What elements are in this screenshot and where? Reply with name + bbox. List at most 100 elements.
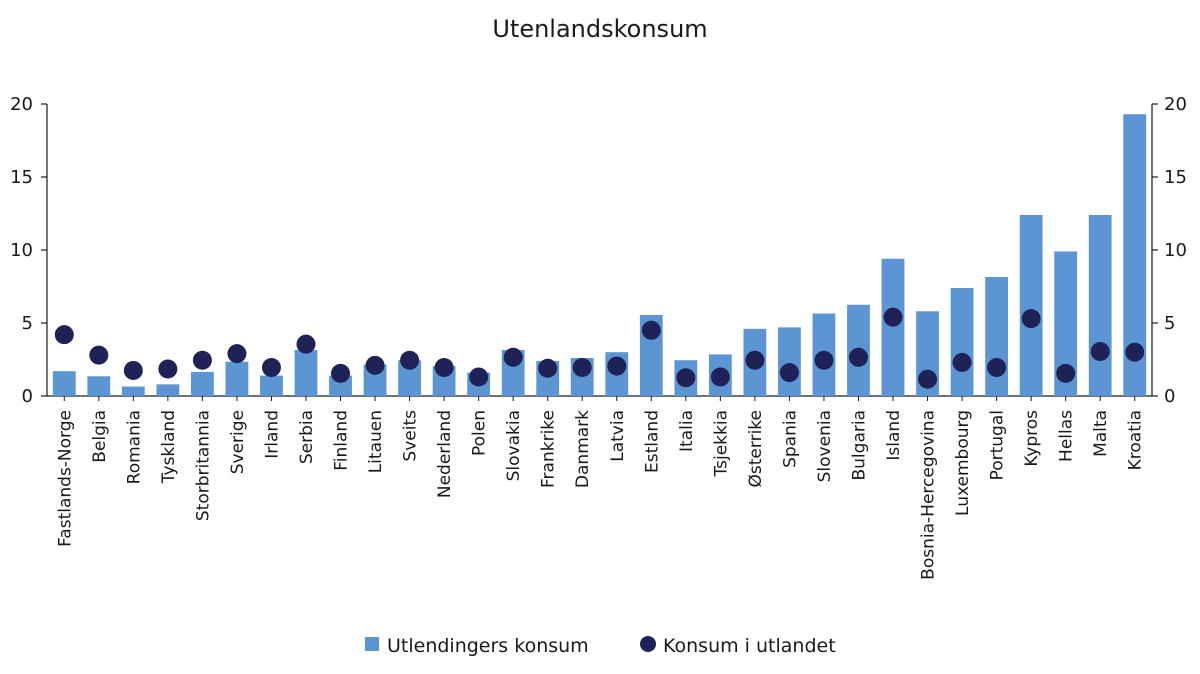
x-tick-label: Østerrike — [746, 410, 766, 487]
bar — [985, 277, 1009, 396]
dot — [296, 334, 316, 354]
y-tick-right-label: 15 — [1164, 167, 1187, 188]
dot — [952, 352, 972, 372]
x-tick-label: Latvia — [608, 410, 628, 462]
legend-label-dots: Konsum i utlandet — [663, 635, 836, 657]
x-tick-label: Tyskland — [159, 410, 179, 484]
bar — [1088, 214, 1112, 396]
x-tick-label: Serbia — [297, 410, 317, 464]
y-axis-left-ticks: 0 5 10 15 20 — [10, 94, 47, 407]
y-axis-right-ticks: 0 5 10 15 20 — [1152, 94, 1187, 407]
x-tick-label: Sverige — [228, 410, 248, 474]
y-tick-right-label: 10 — [1164, 240, 1187, 261]
dot — [572, 358, 592, 378]
dot — [1021, 309, 1041, 329]
dot — [123, 360, 143, 380]
dot — [261, 358, 281, 378]
dot — [434, 358, 454, 378]
dot — [710, 367, 730, 387]
x-tick-label: Finland — [332, 410, 352, 471]
x-tick-label: Sveits — [401, 410, 421, 462]
y-tick-left-label: 0 — [22, 386, 33, 407]
dot — [400, 350, 420, 370]
dot — [54, 325, 74, 345]
x-tick-label: Nederland — [435, 410, 455, 498]
legend-swatch-dots — [640, 636, 656, 652]
bar — [778, 327, 801, 396]
x-tick-label: Belgia — [90, 410, 110, 463]
bar — [190, 371, 214, 396]
x-tick-label: Polen — [470, 410, 490, 456]
x-tick-label: Slovakia — [504, 410, 524, 481]
x-tick-label: Island — [884, 410, 904, 461]
dot — [848, 347, 868, 367]
y-tick-right-label: 0 — [1164, 386, 1175, 407]
legend: Utlendingers konsum Konsum i utlandet — [365, 635, 836, 657]
bar — [121, 386, 145, 396]
dot — [469, 367, 489, 387]
bar — [156, 384, 180, 396]
x-tick-label: Spania — [780, 410, 800, 468]
dot — [814, 350, 834, 370]
dot — [89, 345, 109, 365]
dots-series — [54, 307, 1145, 389]
dot — [676, 368, 696, 388]
x-tick-label: Irland — [262, 410, 282, 459]
bar — [881, 258, 905, 396]
dot — [1125, 342, 1145, 362]
legend-swatch-bars — [365, 637, 379, 651]
bar — [225, 361, 249, 396]
legend-label-bars: Utlendingers konsum — [387, 635, 589, 657]
x-tick-label: Portugal — [988, 410, 1008, 480]
dot — [641, 320, 661, 340]
y-tick-left-label: 20 — [10, 94, 33, 115]
dot — [883, 307, 903, 327]
x-tick-label: Litauen — [366, 410, 386, 473]
dot — [365, 355, 385, 375]
dot — [331, 363, 351, 383]
dot — [918, 369, 938, 389]
x-tick-label: Storbritannia — [193, 410, 213, 521]
y-tick-left-label: 15 — [10, 167, 33, 188]
x-tick-label: Danmark — [573, 410, 593, 488]
dot — [538, 358, 558, 378]
x-tick-label: Slovenia — [815, 410, 835, 482]
dot — [503, 347, 523, 367]
bars-series — [52, 114, 1147, 396]
dot — [607, 356, 627, 376]
chart-title: Utenlandskonsum — [492, 15, 707, 43]
bar — [294, 350, 318, 396]
x-tick-label: Luxembourg — [953, 410, 973, 516]
dot — [779, 363, 799, 383]
x-tick-label: Hellas — [1057, 410, 1077, 462]
bar — [260, 375, 283, 396]
y-tick-right-label: 20 — [1164, 94, 1187, 115]
x-tick-label: Estland — [642, 410, 662, 473]
x-tick-label: Tsjekkia — [711, 410, 731, 477]
x-tick-label: Frankrike — [539, 410, 559, 488]
y-tick-left-label: 5 — [22, 313, 33, 334]
bar — [1054, 251, 1078, 396]
dot — [987, 358, 1007, 378]
bar — [52, 371, 76, 396]
dot — [227, 344, 247, 364]
x-tick-label: Romania — [124, 410, 144, 484]
x-tick-label: Italia — [677, 410, 697, 452]
x-axis-labels: Fastlands-Norge Belgia Romania Tyskland Stor… — [55, 396, 1146, 580]
dot — [745, 350, 765, 370]
x-tick-label: Bosnia-Hercegovina — [919, 410, 939, 580]
x-tick-label: Bulgaria — [849, 410, 869, 481]
bar — [398, 360, 421, 396]
dot — [1090, 341, 1110, 361]
dot — [192, 350, 212, 370]
bar — [1019, 214, 1043, 396]
dot — [158, 359, 178, 379]
dot — [1056, 363, 1076, 383]
bar — [950, 287, 974, 396]
x-tick-label: Malta — [1091, 410, 1111, 457]
x-tick-label: Kypros — [1022, 410, 1042, 467]
y-tick-left-label: 10 — [10, 240, 33, 261]
bar — [87, 376, 111, 396]
